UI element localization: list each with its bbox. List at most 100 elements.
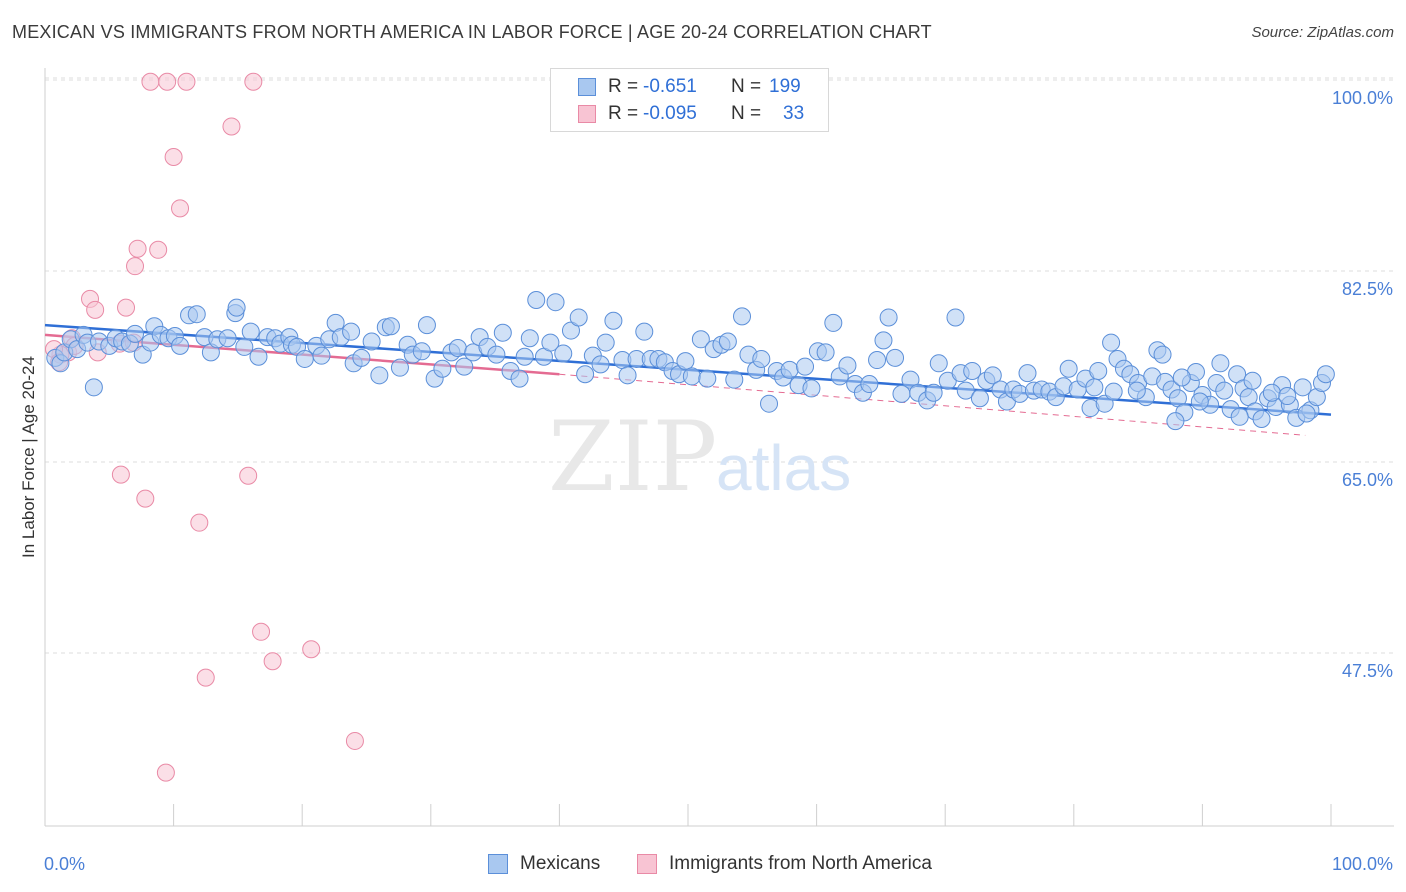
data-point-mexicans — [1095, 394, 1114, 413]
data-point-mexicans — [596, 333, 615, 352]
n-value: 33 — [783, 103, 805, 124]
legend-label: Mexicans — [520, 853, 601, 874]
data-point-mexicans — [733, 307, 752, 326]
data-point-mexicans — [682, 367, 701, 386]
data-point-mexicans — [295, 349, 314, 368]
data-point-mexicans — [956, 381, 975, 400]
data-point-mexicans — [963, 361, 982, 380]
data-point-mexicans — [718, 332, 737, 351]
data-point-mexicans — [1293, 378, 1312, 397]
data-point-mexicans — [576, 365, 595, 384]
data-point-mexicans — [604, 311, 623, 330]
blue-swatch — [488, 854, 508, 874]
data-point-mexicans — [569, 308, 588, 327]
x-tick-label: 0.0% — [44, 854, 85, 874]
data-point-mexicans — [1252, 409, 1271, 428]
data-point-immigrants — [128, 239, 147, 258]
data-point-mexicans — [546, 293, 565, 312]
axes — [44, 68, 1394, 827]
x-tick-label: 100.0% — [1332, 854, 1393, 874]
data-point-mexicans — [412, 342, 431, 361]
watermark-atlas: atlas — [716, 432, 851, 504]
data-point-mexicans — [433, 359, 452, 378]
data-point-mexicans — [1018, 364, 1037, 383]
data-point-mexicans — [838, 356, 857, 375]
y-tick-label: 100.0% — [1332, 88, 1393, 108]
data-point-mexicans — [352, 348, 371, 367]
n-label: N = — [731, 76, 762, 97]
data-point-mexicans — [1127, 381, 1146, 400]
data-point-mexicans — [1215, 381, 1234, 400]
data-point-immigrants — [244, 72, 263, 91]
data-point-immigrants — [263, 652, 282, 671]
data-point-mexicans — [554, 344, 573, 363]
data-point-mexicans — [362, 332, 381, 351]
data-point-mexicans — [1104, 382, 1123, 401]
n-value: 199 — [769, 76, 801, 97]
data-point-immigrants — [252, 622, 271, 641]
chart-title: MEXICAN VS IMMIGRANTS FROM NORTH AMERICA… — [12, 22, 932, 42]
watermark: ZIP atlas — [548, 401, 851, 513]
data-point-mexicans — [929, 354, 948, 373]
data-point-mexicans — [342, 322, 361, 341]
data-point-mexicans — [824, 313, 843, 332]
data-point-mexicans — [171, 336, 190, 355]
y-axis-label: In Labor Force | Age 20-24 — [19, 356, 38, 558]
data-point-mexicans — [618, 366, 637, 385]
data-point-mexicans — [187, 305, 206, 324]
data-point-immigrants — [345, 731, 364, 750]
data-point-mexicans — [1190, 392, 1209, 411]
y-tick-label: 47.5% — [1342, 661, 1393, 681]
data-point-immigrants — [149, 240, 168, 259]
data-point-mexicans — [1230, 407, 1249, 426]
data-point-mexicans — [312, 346, 331, 365]
data-point-immigrants — [158, 72, 177, 91]
data-point-mexicans — [860, 375, 879, 394]
data-point-mexicans — [780, 360, 799, 379]
data-point-mexicans — [1262, 383, 1281, 402]
data-point-mexicans — [879, 308, 898, 327]
source-credit: Source: ZipAtlas.com — [1251, 24, 1394, 41]
data-point-mexicans — [1243, 371, 1262, 390]
data-point-mexicans — [1166, 412, 1185, 431]
data-point-mexicans — [455, 357, 474, 376]
data-point-immigrants — [136, 489, 155, 508]
data-point-immigrants — [156, 763, 175, 782]
data-point-mexicans — [752, 349, 771, 368]
data-point-immigrants — [190, 513, 209, 532]
data-point-immigrants — [117, 298, 136, 317]
data-point-immigrants — [164, 148, 183, 167]
n-label: N = — [731, 103, 762, 124]
correlation-legend: R = -0.651 N = 199 R = -0.095 N = 33 — [550, 68, 829, 132]
tick-labels: 47.5% 65.0% 82.5% 100.0% 0.0% 100.0% — [44, 88, 1393, 874]
data-point-mexicans — [635, 322, 654, 341]
data-point-mexicans — [541, 333, 560, 352]
data-point-immigrants — [177, 72, 196, 91]
data-point-mexicans — [370, 366, 389, 385]
data-point-mexicans — [874, 331, 893, 350]
blue-swatch — [578, 78, 596, 96]
data-point-immigrants — [111, 465, 130, 484]
data-point-mexicans — [1297, 404, 1316, 423]
data-point-mexicans — [1172, 368, 1191, 387]
data-point-immigrants — [171, 199, 190, 218]
data-point-mexicans — [381, 317, 400, 336]
data-point-mexicans — [886, 348, 905, 367]
data-point-mexicans — [235, 337, 254, 356]
data-point-mexicans — [520, 329, 539, 348]
pink-swatch — [637, 854, 657, 874]
data-point-immigrants — [222, 117, 241, 136]
r-label: R = — [608, 76, 639, 97]
data-point-mexicans — [698, 369, 717, 388]
data-point-mexicans — [1089, 361, 1108, 380]
data-point-mexicans — [868, 351, 887, 370]
data-point-mexicans — [515, 347, 534, 366]
y-tick-label: 65.0% — [1342, 470, 1393, 490]
legend-row-mexicans: R = -0.651 N = 199 — [551, 74, 828, 100]
y-tick-label: 82.5% — [1342, 279, 1393, 299]
data-point-mexicans — [1316, 365, 1335, 384]
legend-label: Immigrants from North America — [669, 853, 932, 874]
data-point-immigrants — [86, 300, 105, 319]
data-point-mexicans — [390, 358, 409, 377]
